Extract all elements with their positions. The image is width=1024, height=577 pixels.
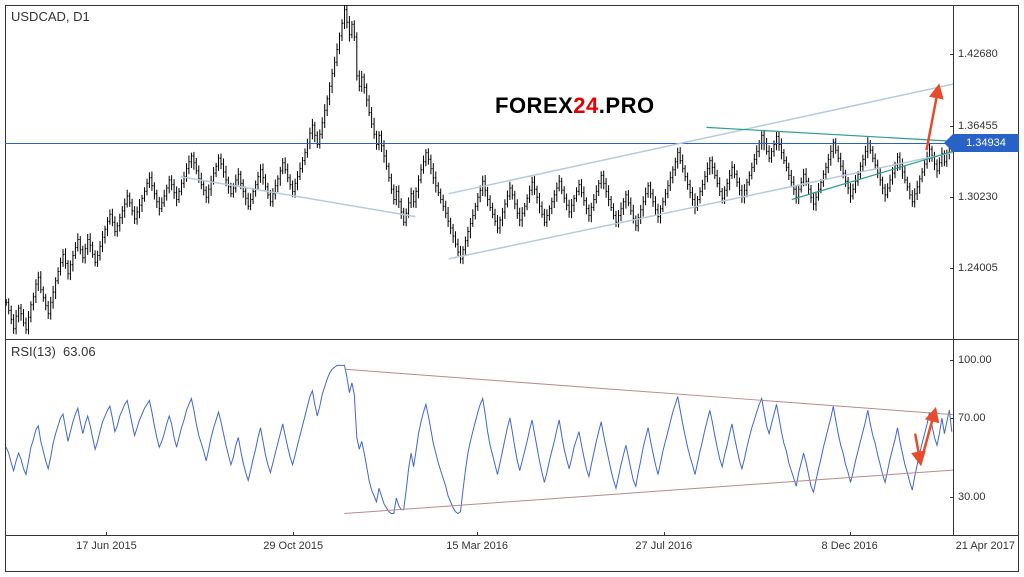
rsi-y-tick-label: 70.00 (958, 412, 986, 424)
x-tick-label-right: 21 Apr 2017 (956, 540, 1015, 552)
rsi-y-axis: 100.00 70.00 30.00 (953, 340, 1019, 535)
price-panel-title: USDCAD, D1 (11, 9, 90, 24)
price-horizontal-level[interactable] (5, 143, 953, 144)
time-x-axis: 17 Jun 2015 29 Oct 2015 15 Mar 2016 27 Jul … (5, 535, 1019, 572)
x-tick-label: 29 Oct 2015 (263, 540, 323, 552)
price-panel[interactable]: USDCAD, D1 FOREX24.PRO 1.42680 1.36455 1.3… (5, 5, 1019, 339)
rsi-title-value: 63.06 (63, 344, 96, 359)
rsi-title-prefix: RSI(13) (11, 344, 56, 359)
x-tick-label: 8 Dec 2016 (822, 540, 878, 552)
price-y-axis: 1.42680 1.36455 1.30230 1.24005 (953, 5, 1019, 339)
price-y-tick-label: 1.36455 (958, 120, 998, 132)
logo-text-3: .PRO (599, 93, 655, 118)
price-y-tick-label: 1.24005 (958, 262, 998, 274)
logo-text-2: 24 (573, 93, 598, 118)
x-tick-label: 15 Mar 2016 (446, 540, 508, 552)
price-y-tick-label: 1.30230 (958, 191, 998, 203)
x-tick-label: 27 Jul 2016 (635, 540, 692, 552)
x-tick-label: 17 Jun 2015 (76, 540, 137, 552)
rsi-panel-title: RSI(13) 63.06 (11, 344, 96, 359)
rsi-overlay-lines (5, 340, 953, 535)
rsi-line-series (5, 340, 953, 535)
price-plot-area[interactable]: FOREX24.PRO (5, 5, 953, 339)
rsi-plot-area[interactable] (5, 340, 953, 535)
current-price-value: 1.34934 (966, 137, 1006, 149)
rsi-panel[interactable]: RSI(13) 63.06 100.00 70.00 30.00 (5, 339, 1019, 535)
logo-text-1: FOREX (495, 93, 573, 118)
watermark-logo: FOREX24.PRO (495, 93, 655, 119)
rsi-y-tick-label: 100.00 (958, 354, 992, 366)
price-overlay-lines (5, 5, 953, 339)
price-ohlc-bars (5, 5, 953, 339)
price-y-tick-label: 1.42680 (958, 48, 998, 60)
rsi-y-tick-label: 30.00 (958, 491, 986, 503)
chart-root: USDCAD, D1 FOREX24.PRO 1.42680 1.36455 1.3… (0, 0, 1024, 577)
current-price-flag: 1.34934 (953, 134, 1019, 152)
